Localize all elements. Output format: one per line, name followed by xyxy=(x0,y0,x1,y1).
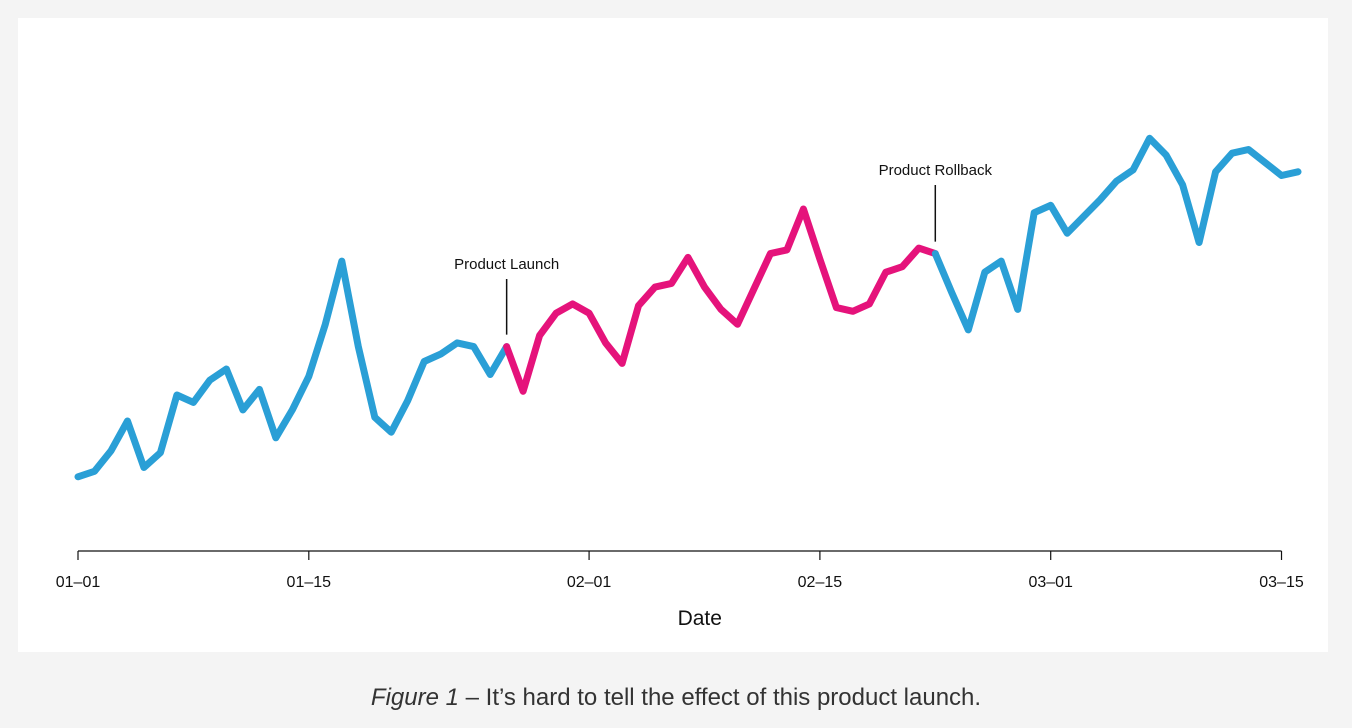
x-tick-label-02-15: 02–15 xyxy=(798,574,843,591)
series-line-launch-period xyxy=(503,205,939,395)
x-tick-label-03-01: 03–01 xyxy=(1028,574,1073,591)
annotation-label-1: Product Rollback xyxy=(879,162,993,179)
x-tick-label-03-15: 03–15 xyxy=(1259,574,1304,591)
series-line-before-launch xyxy=(74,257,511,481)
series-line-after-rollback xyxy=(931,134,1302,334)
annotation-label-0: Product Launch xyxy=(454,256,559,273)
caption-figure-label: Figure 1 xyxy=(370,684,459,711)
x-axis-title: Date xyxy=(678,607,722,630)
caption-text: – It’s hard to tell the effect of this p… xyxy=(458,684,982,711)
figure-caption: Figure 1 – It’s hard to tell the effect … xyxy=(0,684,1352,712)
line-chart: 01–01 01–15 02–01 02–15 03–01 03–15 Date Produc… xyxy=(56,134,1304,630)
x-tick-label-01-15: 01–15 xyxy=(287,574,332,591)
x-tick-label-01-01: 01–01 xyxy=(56,574,101,591)
x-tick-label-02-01: 02–01 xyxy=(567,574,612,591)
chart-card: 01–01 01–15 02–01 02–15 03–01 03–15 Date Produc… xyxy=(18,18,1328,652)
